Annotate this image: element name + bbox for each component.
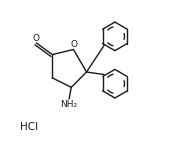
Text: NH₂: NH₂ [61,100,78,109]
Text: O: O [71,40,78,49]
Text: O: O [32,34,39,43]
Text: HCl: HCl [20,122,38,132]
